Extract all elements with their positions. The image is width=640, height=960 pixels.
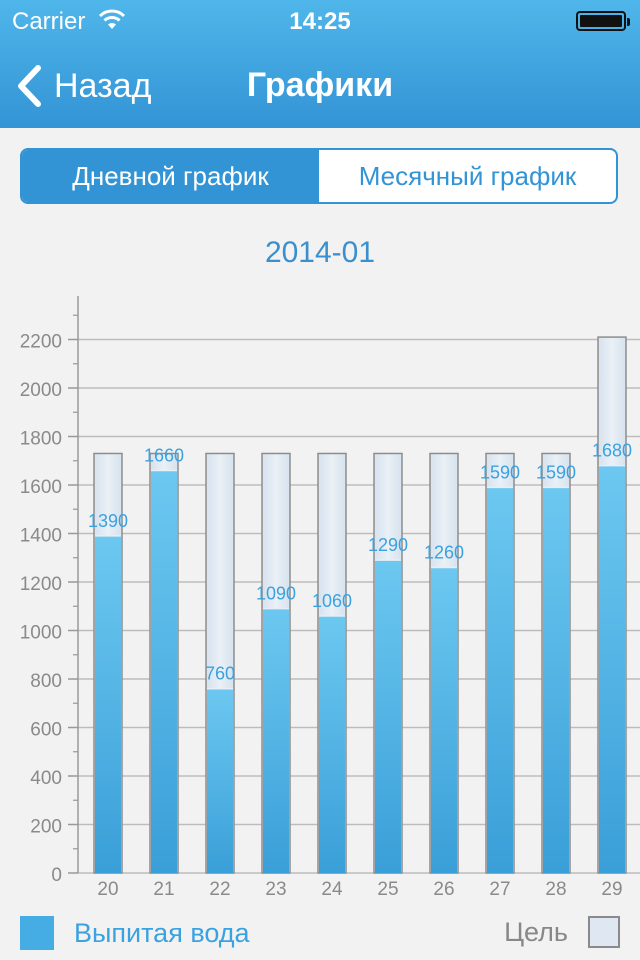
x-tick-label: 22 [209, 879, 230, 900]
x-tick-label: 26 [433, 879, 454, 900]
data-label: 1290 [368, 535, 408, 555]
legend-drunk-label: Выпитая вода [74, 917, 250, 948]
y-tick-label: 600 [30, 720, 62, 741]
status-bar: Carrier 14:25 [0, 0, 640, 40]
drunk-bar [319, 615, 345, 873]
legend-drunk-swatch [20, 916, 54, 950]
drunk-bar [543, 487, 569, 873]
back-button-label: Назад [54, 66, 152, 105]
y-tick-label: 1800 [20, 429, 62, 450]
legend-goal-label: Цель [504, 916, 568, 947]
status-time: 14:25 [289, 8, 351, 35]
tab-daily-chart[interactable]: Дневной график [22, 150, 319, 202]
chart-title: 2014-01 [264, 236, 376, 269]
x-tick-label: 24 [321, 879, 343, 900]
y-tick-label: 1200 [20, 574, 62, 595]
y-tick-label: 1400 [20, 526, 62, 547]
y-tick-label: 1600 [20, 477, 62, 498]
y-tick-label: 200 [30, 817, 62, 838]
x-tick-label: 23 [265, 879, 286, 900]
drunk-bar [487, 487, 513, 873]
data-label: 1660 [144, 445, 184, 465]
y-tick-label: 2000 [20, 380, 62, 401]
x-tick-label: 20 [97, 879, 118, 900]
data-label: 1260 [424, 542, 464, 562]
drunk-bar [431, 567, 457, 873]
legend-goal: Цель [504, 916, 620, 948]
data-label: 760 [205, 664, 235, 684]
legend-goal-swatch [588, 916, 620, 948]
legend-drunk: Выпитая вода [20, 916, 250, 950]
wifi-icon [98, 9, 126, 29]
y-tick-label: 1000 [20, 623, 62, 644]
data-label: 1680 [592, 441, 632, 461]
back-button[interactable]: Назад [16, 62, 151, 110]
y-tick-label: 800 [30, 671, 62, 692]
data-label: 1060 [312, 591, 352, 611]
drunk-bar [95, 535, 121, 873]
x-tick-label: 29 [601, 879, 622, 900]
x-tick-label: 28 [545, 879, 566, 900]
drunk-bar [599, 465, 625, 873]
x-tick-label: 21 [153, 879, 174, 900]
chart-mode-segmented-control: Дневной график Месячный график [20, 148, 618, 204]
battery-icon [576, 11, 630, 31]
data-label: 1590 [536, 462, 576, 482]
page-title: Графики [246, 66, 394, 104]
y-tick-label: 400 [30, 768, 62, 789]
data-label: 1590 [480, 462, 520, 482]
x-tick-label: 27 [489, 879, 510, 900]
x-tick-label: 25 [377, 879, 398, 900]
tab-monthly-chart[interactable]: Месячный график [358, 160, 577, 191]
drunk-bar [263, 608, 289, 873]
drunk-bar [207, 688, 233, 873]
y-tick-label: 2200 [20, 332, 62, 353]
y-tick-label: 0 [51, 865, 62, 886]
carrier-label: Carrier [12, 8, 86, 35]
drunk-bar [151, 470, 177, 873]
drunk-bar [375, 560, 401, 873]
water-bar-chart: 0 200 400 600 800 1000 1200 1400 1600 1800 2000 220… [20, 296, 640, 900]
navigation-bar: Carrier 14:25 Назад Графики [0, 0, 640, 128]
data-label: 1390 [88, 511, 128, 531]
chevron-left-icon [18, 65, 41, 107]
data-label: 1090 [256, 584, 296, 604]
